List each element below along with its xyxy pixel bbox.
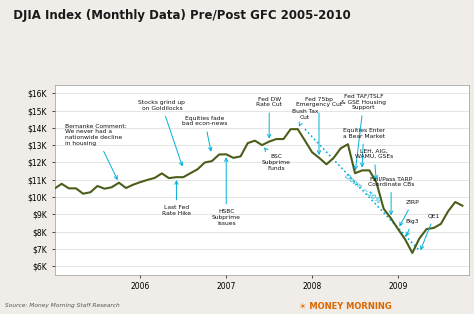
Text: HSBC
Subprime
issues: HSBC Subprime issues [212, 158, 241, 226]
Text: Down ~50%: Down ~50% [343, 173, 381, 204]
Text: Fed DW
Rate Cut: Fed DW Rate Cut [256, 97, 282, 138]
Text: QE1: QE1 [420, 214, 440, 249]
Text: Fed TAF/TSLF
& GSE Housing
Support: Fed TAF/TSLF & GSE Housing Support [341, 94, 386, 169]
Text: Bush Tax
Cut: Bush Tax Cut [292, 109, 319, 126]
Text: Stocks grind up
on Goldilocks: Stocks grind up on Goldilocks [138, 100, 185, 165]
Text: Equities fade
bad econ-news: Equities fade bad econ-news [182, 116, 228, 151]
Text: Fed 75bp
Emergency Cut: Fed 75bp Emergency Cut [296, 97, 342, 154]
Text: DJIA Index (Monthly Data) Pre/Post GFC 2005-2010: DJIA Index (Monthly Data) Pre/Post GFC 2… [5, 9, 350, 22]
Text: ☀ MONEY MORNING: ☀ MONEY MORNING [299, 302, 392, 311]
Text: Bernanke Comment:
We never had a
nationwide decline
in housing: Bernanke Comment: We never had a nationw… [65, 124, 127, 179]
Text: ZIRP: ZIRP [400, 200, 419, 226]
Text: LEH, AIG,
WAMU, GSEs: LEH, AIG, WAMU, GSEs [355, 149, 393, 179]
Text: Equities Enter
a Bear Market: Equities Enter a Bear Market [343, 128, 385, 166]
Text: Big3: Big3 [406, 219, 419, 236]
Text: BSC
Subprime
Funds: BSC Subprime Funds [262, 148, 291, 171]
Text: Last Fed
Rate Hike: Last Fed Rate Hike [162, 181, 191, 216]
Text: Fail/Pass TARP
Coordinate CBs: Fail/Pass TARP Coordinate CBs [368, 176, 414, 214]
Text: Source: Money Morning Staff Research: Source: Money Morning Staff Research [5, 303, 119, 308]
